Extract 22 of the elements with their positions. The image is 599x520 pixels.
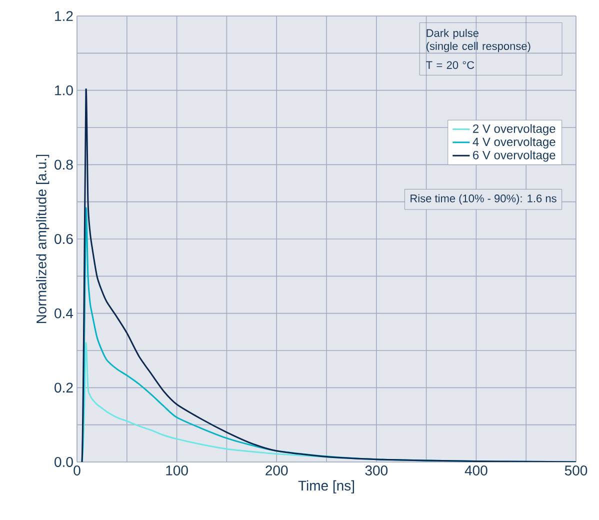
- y-axis-title: Normalized amplitude [a.u.]: [36, 154, 50, 324]
- legend-label: 2 V overvoltage: [473, 124, 556, 136]
- y-tick-label: 0.8: [54, 160, 73, 170]
- x-tick-label: 300: [365, 466, 388, 476]
- annotation: (single cell response): [426, 42, 530, 52]
- y-tick-label: 0.4: [54, 308, 74, 318]
- y-tick-label: 0.2: [54, 382, 73, 393]
- annotation: Dark pulse: [426, 28, 479, 40]
- x-tick-label: 100: [166, 466, 188, 476]
- x-tick-label: 0: [74, 466, 80, 476]
- x-tick-label: 500: [564, 466, 588, 476]
- y-tick-label: 1.2: [55, 11, 73, 21]
- y-tick-label: 0.0: [54, 457, 73, 467]
- annotation: Rise time (10% - 90%): 1.6 ns: [410, 194, 556, 204]
- legend-label: 6 V overvoltage: [473, 150, 556, 162]
- y-tick-label: 0.6: [54, 234, 73, 244]
- x-tick-label: 200: [266, 466, 288, 476]
- legend-label: 4 V overvoltage: [472, 137, 556, 148]
- x-tick-label: 400: [464, 466, 488, 476]
- annotation: T = 20 °C: [426, 61, 474, 69]
- x-axis-title: Time [ns]: [298, 480, 354, 494]
- y-tick-label: 1.0: [55, 85, 73, 96]
